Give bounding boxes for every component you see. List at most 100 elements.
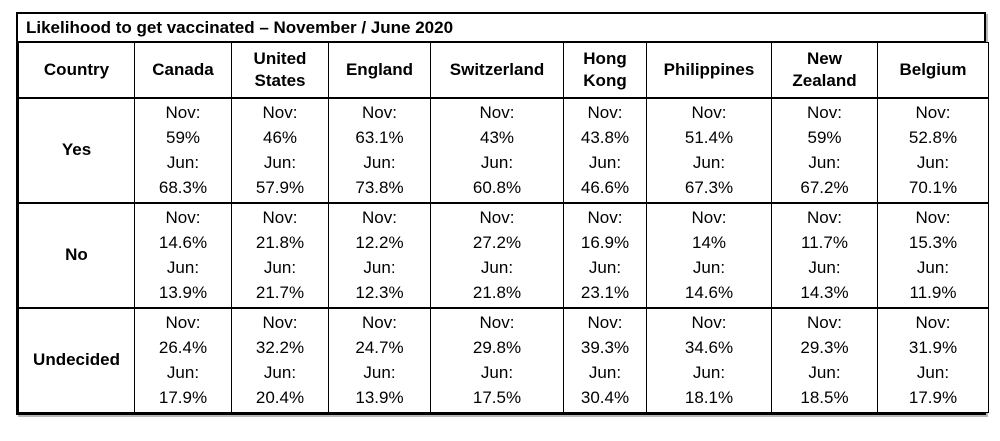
nov-label: Nov: bbox=[587, 103, 623, 122]
jun-label: Jun: bbox=[808, 258, 841, 277]
table-cell: Nov: 59% Jun: 67.2% bbox=[771, 97, 878, 203]
nov-value: 29.3% bbox=[800, 338, 849, 358]
nov-label: Nov: bbox=[262, 208, 298, 227]
nov-value: 31.9% bbox=[908, 338, 958, 358]
jun-label: Jun: bbox=[363, 363, 396, 383]
jun-label: Jun: bbox=[692, 258, 726, 277]
table-cell: Nov: 59% Jun: 68.3% bbox=[134, 97, 232, 203]
jun-value: 67.2% bbox=[800, 178, 849, 197]
nov-label: Nov: bbox=[691, 103, 727, 122]
jun-value: 13.9% bbox=[355, 388, 404, 408]
jun-value: 73.8% bbox=[355, 178, 404, 197]
nov-label: Nov: bbox=[362, 103, 397, 122]
vaccination-likelihood-table: Likelihood to get vaccinated – November … bbox=[16, 12, 989, 415]
nov-label: Nov: bbox=[479, 313, 515, 333]
table-body: Yes Nov: 59% Jun: 68.3% Nov: 46% Jun: 57.9% Nov: 6… bbox=[18, 97, 989, 413]
table-row: Undecided Nov: 26.4% Jun: 17.9% Nov: 32.2% Jun:… bbox=[18, 307, 989, 413]
corner-header: Country bbox=[18, 42, 135, 99]
jun-label: Jun: bbox=[692, 153, 726, 172]
nov-label: Nov: bbox=[362, 208, 397, 227]
jun-label: Jun: bbox=[166, 153, 200, 172]
jun-value: 14.6% bbox=[684, 283, 734, 302]
jun-value: 18.5% bbox=[800, 388, 849, 408]
nov-value: 32.2% bbox=[255, 338, 305, 358]
column-header: England bbox=[328, 42, 431, 99]
jun-label: Jun: bbox=[363, 153, 396, 172]
nov-value: 15.3% bbox=[908, 233, 958, 252]
table-cell: Nov: 11.7% Jun: 14.3% bbox=[771, 202, 878, 308]
data-table: Country Canada United States England Switzer… bbox=[18, 42, 989, 413]
jun-value: 18.1% bbox=[684, 388, 734, 408]
nov-value: 14.6% bbox=[158, 233, 208, 252]
table-cell: Nov: 32.2% Jun: 20.4% bbox=[231, 307, 329, 413]
nov-value: 16.9% bbox=[580, 233, 630, 252]
row-label: Yes bbox=[18, 97, 135, 203]
nov-label: Nov: bbox=[165, 208, 201, 227]
jun-label: Jun: bbox=[808, 363, 841, 383]
table-cell: Nov: 63.1% Jun: 73.8% bbox=[328, 97, 431, 203]
table-cell: Nov: 27.2% Jun: 21.8% bbox=[430, 202, 564, 308]
table-row: No Nov: 14.6% Jun: 13.9% Nov: 21.8% Jun: 21.7% No… bbox=[18, 202, 989, 308]
table-cell: Nov: 21.8% Jun: 21.7% bbox=[231, 202, 329, 308]
table-cell: Nov: 16.9% Jun: 23.1% bbox=[563, 202, 647, 308]
nov-label: Nov: bbox=[915, 313, 951, 333]
jun-label: Jun: bbox=[480, 153, 514, 172]
nov-label: Nov: bbox=[479, 103, 515, 122]
jun-value: 21.8% bbox=[472, 283, 522, 302]
jun-label: Jun: bbox=[588, 153, 622, 172]
jun-label: Jun: bbox=[263, 258, 297, 277]
nov-label: Nov: bbox=[587, 208, 623, 227]
table-cell: Nov: 46% Jun: 57.9% bbox=[231, 97, 329, 203]
table-header: Country Canada United States England Switzer… bbox=[18, 42, 989, 99]
nov-value: 24.7% bbox=[355, 338, 404, 358]
column-header: Philippines bbox=[646, 42, 772, 99]
nov-value: 12.2% bbox=[355, 233, 404, 252]
nov-value: 59% bbox=[807, 128, 842, 147]
header-row: Country Canada United States England Switzer… bbox=[18, 42, 989, 99]
nov-label: Nov: bbox=[807, 103, 842, 122]
nov-label: Nov: bbox=[691, 313, 727, 333]
nov-value: 39.3% bbox=[580, 338, 630, 358]
jun-value: 20.4% bbox=[255, 388, 305, 408]
jun-label: Jun: bbox=[916, 258, 950, 277]
jun-label: Jun: bbox=[808, 153, 841, 172]
nov-value: 46% bbox=[262, 128, 298, 147]
nov-label: Nov: bbox=[362, 313, 397, 333]
table-cell: Nov: 52.8% Jun: 70.1% bbox=[877, 97, 989, 203]
table-cell: Nov: 34.6% Jun: 18.1% bbox=[646, 307, 772, 413]
nov-value: 26.4% bbox=[158, 338, 208, 358]
column-header: Hong Kong bbox=[563, 42, 647, 99]
jun-label: Jun: bbox=[480, 258, 514, 277]
table-cell: Nov: 43.8% Jun: 46.6% bbox=[563, 97, 647, 203]
jun-label: Jun: bbox=[692, 363, 726, 383]
nov-value: 21.8% bbox=[255, 233, 305, 252]
table-cell: Nov: 51.4% Jun: 67.3% bbox=[646, 97, 772, 203]
table-cell: Nov: 39.3% Jun: 30.4% bbox=[563, 307, 647, 413]
nov-label: Nov: bbox=[165, 103, 201, 122]
jun-value: 17.9% bbox=[158, 388, 208, 408]
jun-label: Jun: bbox=[916, 363, 950, 383]
jun-value: 67.3% bbox=[684, 178, 734, 197]
jun-value: 21.7% bbox=[255, 283, 305, 302]
jun-label: Jun: bbox=[263, 363, 297, 383]
nov-label: Nov: bbox=[262, 313, 298, 333]
nov-label: Nov: bbox=[691, 208, 727, 227]
nov-value: 43.8% bbox=[580, 128, 630, 147]
jun-value: 46.6% bbox=[580, 178, 630, 197]
jun-label: Jun: bbox=[916, 153, 950, 172]
nov-label: Nov: bbox=[807, 313, 842, 333]
jun-value: 11.9% bbox=[909, 283, 957, 302]
jun-value: 68.3% bbox=[158, 178, 208, 197]
table-cell: Nov: 14% Jun: 14.6% bbox=[646, 202, 772, 308]
column-header: Canada bbox=[134, 42, 232, 99]
jun-value: 23.1% bbox=[580, 283, 630, 302]
table-cell: Nov: 15.3% Jun: 11.9% bbox=[877, 202, 989, 308]
jun-value: 17.5% bbox=[472, 388, 522, 408]
table-cell: Nov: 12.2% Jun: 12.3% bbox=[328, 202, 431, 308]
jun-label: Jun: bbox=[588, 258, 622, 277]
nov-label: Nov: bbox=[165, 313, 201, 333]
row-label: No bbox=[18, 202, 135, 308]
nov-label: Nov: bbox=[479, 208, 515, 227]
table-cell: Nov: 29.3% Jun: 18.5% bbox=[771, 307, 878, 413]
nov-value: 11.7% bbox=[801, 233, 848, 252]
